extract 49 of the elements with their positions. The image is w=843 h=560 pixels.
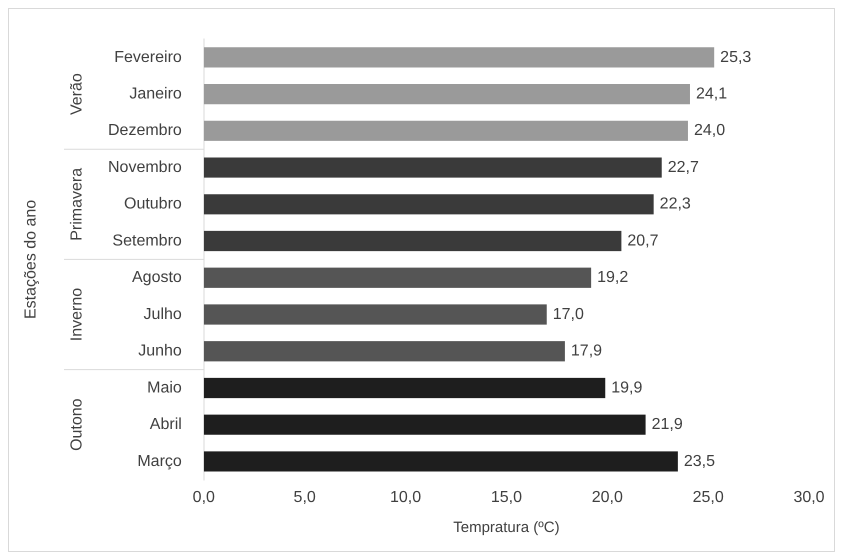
x-axis-title: Tempratura (ºC) bbox=[453, 519, 560, 536]
x-tick-label: 10,0 bbox=[390, 488, 422, 506]
data-label: 20,7 bbox=[627, 232, 659, 250]
bar bbox=[204, 157, 662, 178]
bar bbox=[204, 120, 688, 141]
x-tick-label: 20,0 bbox=[592, 488, 623, 506]
y-tick-label: Dezembro bbox=[108, 122, 182, 140]
data-label: 17,0 bbox=[552, 306, 584, 323]
data-label: 23,5 bbox=[684, 452, 716, 470]
data-label: 19,9 bbox=[611, 379, 642, 396]
bar bbox=[204, 84, 690, 104]
bar bbox=[204, 47, 714, 68]
y-tick-label: Junho bbox=[138, 342, 182, 360]
y-tick-label: Março bbox=[137, 452, 182, 470]
text: Outono bbox=[68, 398, 86, 451]
text: Primavera bbox=[68, 168, 86, 241]
data-label: 22,7 bbox=[668, 158, 699, 176]
text: Inverno bbox=[68, 288, 86, 342]
y-tick-label: Setembro bbox=[112, 232, 182, 250]
y-tick-label: Fevereiro bbox=[114, 48, 182, 66]
y-tick-label: Novembro bbox=[108, 158, 182, 176]
y-axis-title: Estações do ano bbox=[22, 200, 40, 319]
y-tick-label: Maio bbox=[147, 379, 182, 396]
bar bbox=[204, 194, 654, 214]
bar bbox=[204, 378, 606, 398]
bar bbox=[204, 230, 622, 252]
data-label: 19,2 bbox=[597, 269, 628, 286]
text: Verão bbox=[68, 73, 86, 116]
bar bbox=[204, 414, 646, 435]
x-tick-label: 15,0 bbox=[490, 488, 522, 506]
y-tick-label: Julho bbox=[144, 306, 182, 323]
y-tick-label: Agosto bbox=[132, 269, 182, 286]
x-tick-label: 5,0 bbox=[294, 488, 316, 506]
x-tick-label: 0,0 bbox=[192, 488, 216, 506]
bar bbox=[204, 304, 547, 325]
bar bbox=[204, 341, 565, 362]
data-label: 22,3 bbox=[660, 196, 691, 213]
y-tick-label: Abril bbox=[150, 416, 182, 434]
bar bbox=[204, 451, 678, 472]
y-tick-label: Janeiro bbox=[129, 86, 182, 103]
data-label: 24,1 bbox=[696, 86, 728, 103]
y-tick-label: Outubro bbox=[124, 196, 182, 213]
data-label: 25,3 bbox=[720, 48, 752, 66]
data-label: 24,0 bbox=[694, 122, 726, 140]
bar bbox=[204, 268, 592, 288]
data-label: 17,9 bbox=[570, 342, 602, 360]
x-tick-label: 25,0 bbox=[692, 488, 724, 506]
x-tick-label: 30,0 bbox=[793, 488, 825, 506]
data-label: 21,9 bbox=[652, 416, 683, 434]
